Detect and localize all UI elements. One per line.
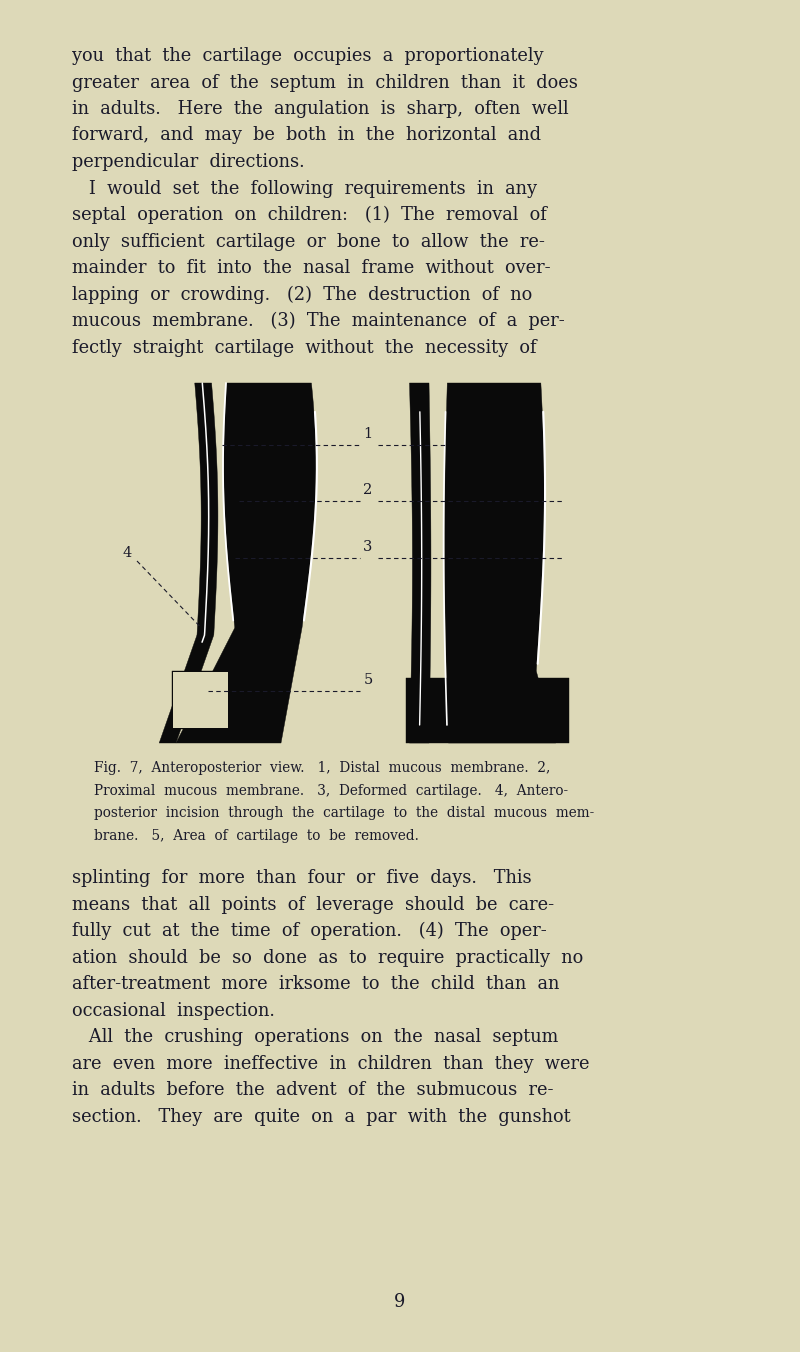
Text: 2: 2 xyxy=(363,483,373,498)
Text: 5: 5 xyxy=(363,673,373,687)
Text: Fig.  7,  Anteroposterior  view.   1,  Distal  mucous  membrane.  2,: Fig. 7, Anteroposterior view. 1, Distal … xyxy=(94,761,550,775)
Polygon shape xyxy=(445,383,556,744)
Text: 4: 4 xyxy=(122,546,132,560)
Text: mainder  to  fit  into  the  nasal  frame  without  over-: mainder to fit into the nasal frame with… xyxy=(72,260,550,277)
Text: are  even  more  ineffective  in  children  than  they  were: are even more ineffective in children th… xyxy=(72,1055,590,1072)
Text: septal  operation  on  children:   (1)  The  removal  of: septal operation on children: (1) The re… xyxy=(72,206,547,224)
Polygon shape xyxy=(410,383,431,744)
Text: in  adults.   Here  the  angulation  is  sharp,  often  well: in adults. Here the angulation is sharp,… xyxy=(72,100,569,118)
Text: lapping  or  crowding.   (2)  The  destruction  of  no: lapping or crowding. (2) The destruction… xyxy=(72,285,532,304)
Text: you  that  the  cartilage  occupies  a  proportionately: you that the cartilage occupies a propor… xyxy=(72,47,543,65)
Polygon shape xyxy=(406,679,570,744)
Text: fectly  straight  cartilage  without  the  necessity  of: fectly straight cartilage without the ne… xyxy=(72,338,537,357)
Text: Proximal  mucous  membrane.   3,  Deformed  cartilage.   4,  Antero-: Proximal mucous membrane. 3, Deformed ca… xyxy=(94,784,568,798)
Text: mucous  membrane.   (3)  The  maintenance  of  a  per-: mucous membrane. (3) The maintenance of … xyxy=(72,312,565,330)
Polygon shape xyxy=(176,383,316,744)
Text: means  that  all  points  of  leverage  should  be  care-: means that all points of leverage should… xyxy=(72,895,554,914)
Text: 3: 3 xyxy=(363,539,373,554)
Text: in  adults  before  the  advent  of  the  submucous  re-: in adults before the advent of the submu… xyxy=(72,1082,554,1099)
Text: brane.   5,  Area  of  cartilage  to  be  removed.: brane. 5, Area of cartilage to be remove… xyxy=(94,829,419,842)
Text: I  would  set  the  following  requirements  in  any: I would set the following requirements i… xyxy=(72,180,537,197)
Text: ation  should  be  so  done  as  to  require  practically  no: ation should be so done as to require pr… xyxy=(72,949,583,967)
Text: All  the  crushing  operations  on  the  nasal  septum: All the crushing operations on the nasal… xyxy=(72,1028,558,1046)
Text: section.   They  are  quite  on  a  par  with  the  gunshot: section. They are quite on a par with th… xyxy=(72,1107,570,1125)
Text: only  sufficient  cartilage  or  bone  to  allow  the  re-: only sufficient cartilage or bone to all… xyxy=(72,233,545,250)
Text: occasional  inspection.: occasional inspection. xyxy=(72,1002,275,1019)
Text: fully  cut  at  the  time  of  operation.   (4)  The  oper-: fully cut at the time of operation. (4) … xyxy=(72,922,546,940)
Text: after-treatment  more  irksome  to  the  child  than  an: after-treatment more irksome to the chil… xyxy=(72,975,559,992)
Polygon shape xyxy=(172,671,229,729)
Text: perpendicular  directions.: perpendicular directions. xyxy=(72,153,305,170)
Text: 9: 9 xyxy=(394,1293,406,1311)
Text: forward,  and  may  be  both  in  the  horizontal  and: forward, and may be both in the horizont… xyxy=(72,127,541,145)
Polygon shape xyxy=(173,672,227,727)
Text: posterior  incision  through  the  cartilage  to  the  distal  mucous  mem-: posterior incision through the cartilage… xyxy=(94,806,594,821)
Text: 1: 1 xyxy=(363,427,373,441)
Text: splinting  for  more  than  four  or  five  days.   This: splinting for more than four or five day… xyxy=(72,869,532,887)
Polygon shape xyxy=(159,383,218,744)
Text: greater  area  of  the  septum  in  children  than  it  does: greater area of the septum in children t… xyxy=(72,73,578,92)
